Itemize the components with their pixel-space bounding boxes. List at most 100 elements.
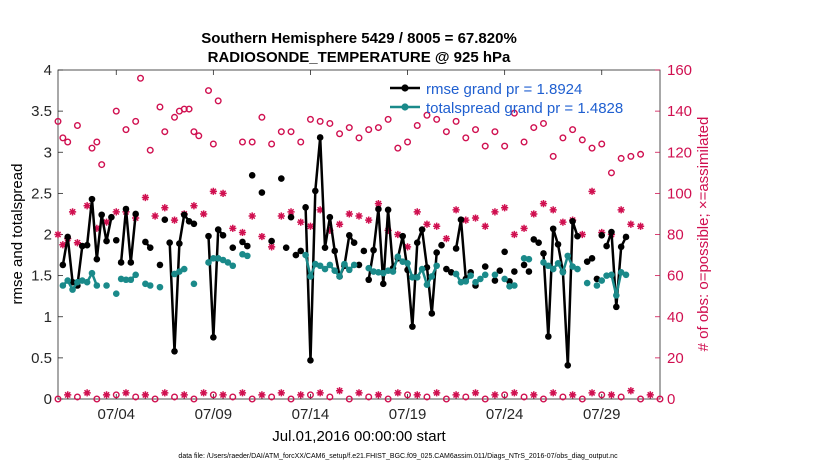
rmse-point-54: [452, 245, 460, 252]
possible-obs-marker-22: [214, 97, 222, 105]
assimilated-obs-marker-17: [200, 210, 208, 218]
possible-obs-marker-49: [491, 128, 499, 136]
possible-obs-marker-6: [98, 161, 106, 169]
baseline-assimilated-marker-1: [83, 389, 91, 397]
rmse-point-10: [108, 213, 115, 221]
baseline-assimilated-marker-27: [588, 389, 596, 397]
totalspread-point-64: [103, 282, 110, 289]
baseline-possible-marker-29: [617, 393, 625, 401]
rmse-point-101: [588, 255, 596, 262]
baseline-assimilated-marker-7: [200, 389, 208, 397]
baseline-assimilated-marker-15: [355, 389, 363, 397]
baseline-assimilated-marker-21: [471, 389, 480, 397]
possible-obs-marker-48: [481, 142, 489, 150]
x-axis: 07/04 07/09 07/14 07/19 07/24 07/29: [97, 70, 621, 423]
baseline-assimilated-marker-19: [433, 389, 441, 397]
rmse-point-39: [365, 276, 373, 284]
possible-obs-marker-38: [384, 115, 392, 123]
rmse-point-15: [142, 238, 149, 246]
baseline-possible-marker-6: [171, 393, 179, 401]
baseline-possible-marker-3: [112, 391, 120, 399]
rmse-point-32: [321, 244, 329, 251]
totalspread-point-61: [613, 292, 620, 299]
totalspread-point-72: [472, 278, 479, 286]
totalspread-point-34: [375, 269, 382, 276]
legend-spread-label: totalspread grand pr = 1.4828: [426, 100, 623, 117]
y-tick-label-6: 3: [44, 144, 52, 161]
totalspread-point-62: [617, 269, 625, 276]
rmse-point-41: [375, 205, 382, 213]
rmse-point-19: [176, 240, 183, 247]
assimilated-obs-marker-26: [287, 208, 295, 216]
rmse-point-87: [443, 265, 450, 273]
assimilated-obs-marker-44: [462, 216, 470, 224]
totalspread-point-9: [122, 276, 130, 284]
baseline-possible-marker-21: [462, 393, 470, 401]
rmse-point-1: [64, 233, 72, 241]
baseline-possible-marker-8: [209, 391, 217, 399]
rmse-point-69: [617, 243, 625, 251]
baseline-possible-marker-4: [132, 393, 140, 401]
y-axis-label: rmse and totalspread: [9, 164, 26, 305]
y-right-tick-label-2: 40: [667, 309, 684, 326]
rmse-point-20: [180, 211, 188, 219]
totalspread-point-54: [554, 259, 562, 267]
rmse-point-4: [78, 242, 86, 250]
possible-obs-marker-62: [617, 154, 625, 162]
baseline-assimilated-marker-16: [374, 391, 383, 399]
assimilated-obs-marker-37: [394, 230, 402, 239]
assimilated-obs-marker-32: [345, 210, 353, 218]
assimilated-obs-marker-22: [248, 212, 256, 220]
baseline-assimilated-marker-26: [569, 391, 577, 399]
assimilated-obs-marker-29: [316, 206, 324, 214]
totalspread-point-11: [132, 271, 139, 279]
rmse-point-37: [345, 232, 353, 239]
rmse-point-16: [146, 244, 154, 251]
baseline-assimilated-marker-28: [607, 391, 616, 399]
rmse-point-68: [613, 303, 620, 311]
possible-obs-marker-60: [598, 140, 606, 148]
totalspread-point-37: [389, 268, 397, 275]
possible-obs-marker-63: [627, 152, 635, 160]
rmse-point-84: [355, 261, 363, 269]
assimilated-obs-marker-62: [636, 222, 645, 230]
baseline-possible-marker-0: [54, 395, 62, 403]
totalspread-point-20: [219, 256, 227, 264]
baseline-assimilated-marker-29: [627, 387, 635, 395]
possible-obs-marker-18: [190, 128, 198, 136]
baseline-assimilated-marker-10: [258, 391, 266, 399]
rmse-point-90: [481, 263, 489, 270]
totalspread-point-79: [520, 255, 528, 262]
possible-obs-marker-31: [316, 117, 324, 125]
totalspread-point-6: [88, 269, 96, 277]
assimilated-obs-marker-43: [452, 206, 460, 214]
totalspread-point-26: [326, 261, 334, 269]
assimilated-obs-marker-51: [530, 210, 538, 218]
assimilated-obs-marker-60: [617, 206, 625, 214]
assimilated-obs-marker-52: [539, 200, 548, 208]
possible-obs-marker-46: [462, 134, 470, 142]
totalspread-point-18: [210, 255, 217, 262]
rmse-point-24: [214, 226, 222, 233]
baseline-possible-marker-19: [423, 393, 431, 401]
totalspread-point-27: [331, 267, 339, 274]
series-marks: [59, 134, 630, 369]
baseline-assimilated-marker-20: [452, 391, 460, 399]
assimilated-obs-marker-49: [510, 230, 518, 239]
rmse-point-93: [501, 248, 508, 256]
totalspread-point-55: [559, 269, 567, 276]
baseline-assimilated-marker-13: [316, 389, 324, 397]
rmse-point-98: [530, 236, 538, 243]
rmse-point-38: [350, 239, 358, 247]
rmse-point-95: [511, 268, 518, 275]
x-tick-label-4: 07/24: [486, 406, 524, 423]
totalspread-point-22: [307, 273, 314, 280]
rmse-point-83: [297, 247, 305, 255]
assimilated-obs-marker-47: [491, 208, 499, 216]
assimilated-obs-marker-18: [209, 187, 217, 195]
totalspread-point-32: [365, 264, 373, 272]
possible-obs-marker-50: [501, 142, 509, 150]
assimilated-obs-marker-41: [433, 222, 441, 230]
possible-obs-marker-57: [569, 126, 577, 134]
assimilated-obs-marker-6: [93, 224, 101, 232]
